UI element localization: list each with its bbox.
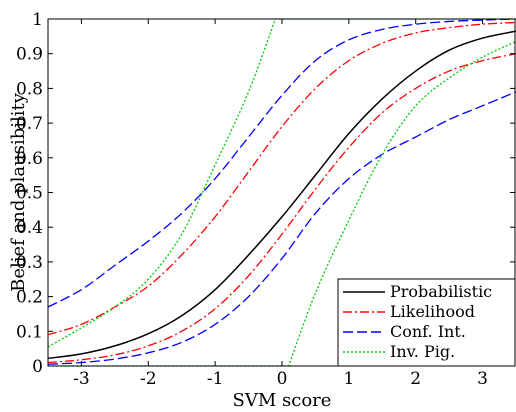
legend-label: Inv. Pig.	[390, 342, 455, 361]
x-tick-label: -1	[207, 369, 224, 389]
series-line-likelihood-upper	[47, 21, 516, 336]
series-line-probabilistic	[47, 30, 516, 360]
y-tick-label: 0.4	[16, 218, 43, 238]
y-tick-label: 0.7	[16, 114, 43, 134]
series-layer	[47, 18, 516, 367]
legend-label: Probabilistic	[390, 282, 492, 301]
series-line-inv-pig-upper	[47, 18, 516, 348]
y-tick-label: 1	[32, 10, 43, 30]
y-tick-label: 0.3	[16, 253, 43, 273]
series-line-likelihood-lower	[47, 53, 516, 364]
x-tick-label: 3	[477, 369, 488, 389]
series-line-conf-int-upper	[47, 18, 516, 308]
y-tick-label: 0.1	[16, 322, 43, 342]
x-tick-label: 0	[277, 369, 288, 389]
legend-label: Likelihood	[390, 302, 475, 321]
y-tick-label: 0.6	[16, 149, 43, 169]
y-tick-label: 0.8	[16, 79, 43, 99]
y-tick-label: 0.9	[16, 45, 43, 65]
x-axis-label: SVM score	[233, 390, 332, 411]
series-line-inv-pig-lower	[48, 40, 516, 367]
series-line-conf-int-lower	[47, 91, 516, 365]
y-tick-label: 0.5	[16, 184, 43, 204]
legend-label: Conf. Int.	[390, 322, 466, 341]
x-tick-label: -3	[73, 369, 90, 389]
y-axis-label: Belief and plausibility	[8, 92, 29, 292]
x-tick-label: 1	[343, 369, 354, 389]
x-tick-label: 2	[410, 369, 421, 389]
y-tick-label: 0.2	[16, 288, 43, 308]
axes-layer: -3 -2 -1 0 1 2 3 0 0.1 0.2 0.3 0.4 0.5 0.6 0.7 0.8 0.9 1	[16, 10, 516, 389]
x-tick-label: -2	[140, 369, 157, 389]
y-tick-label: 0	[32, 357, 43, 377]
